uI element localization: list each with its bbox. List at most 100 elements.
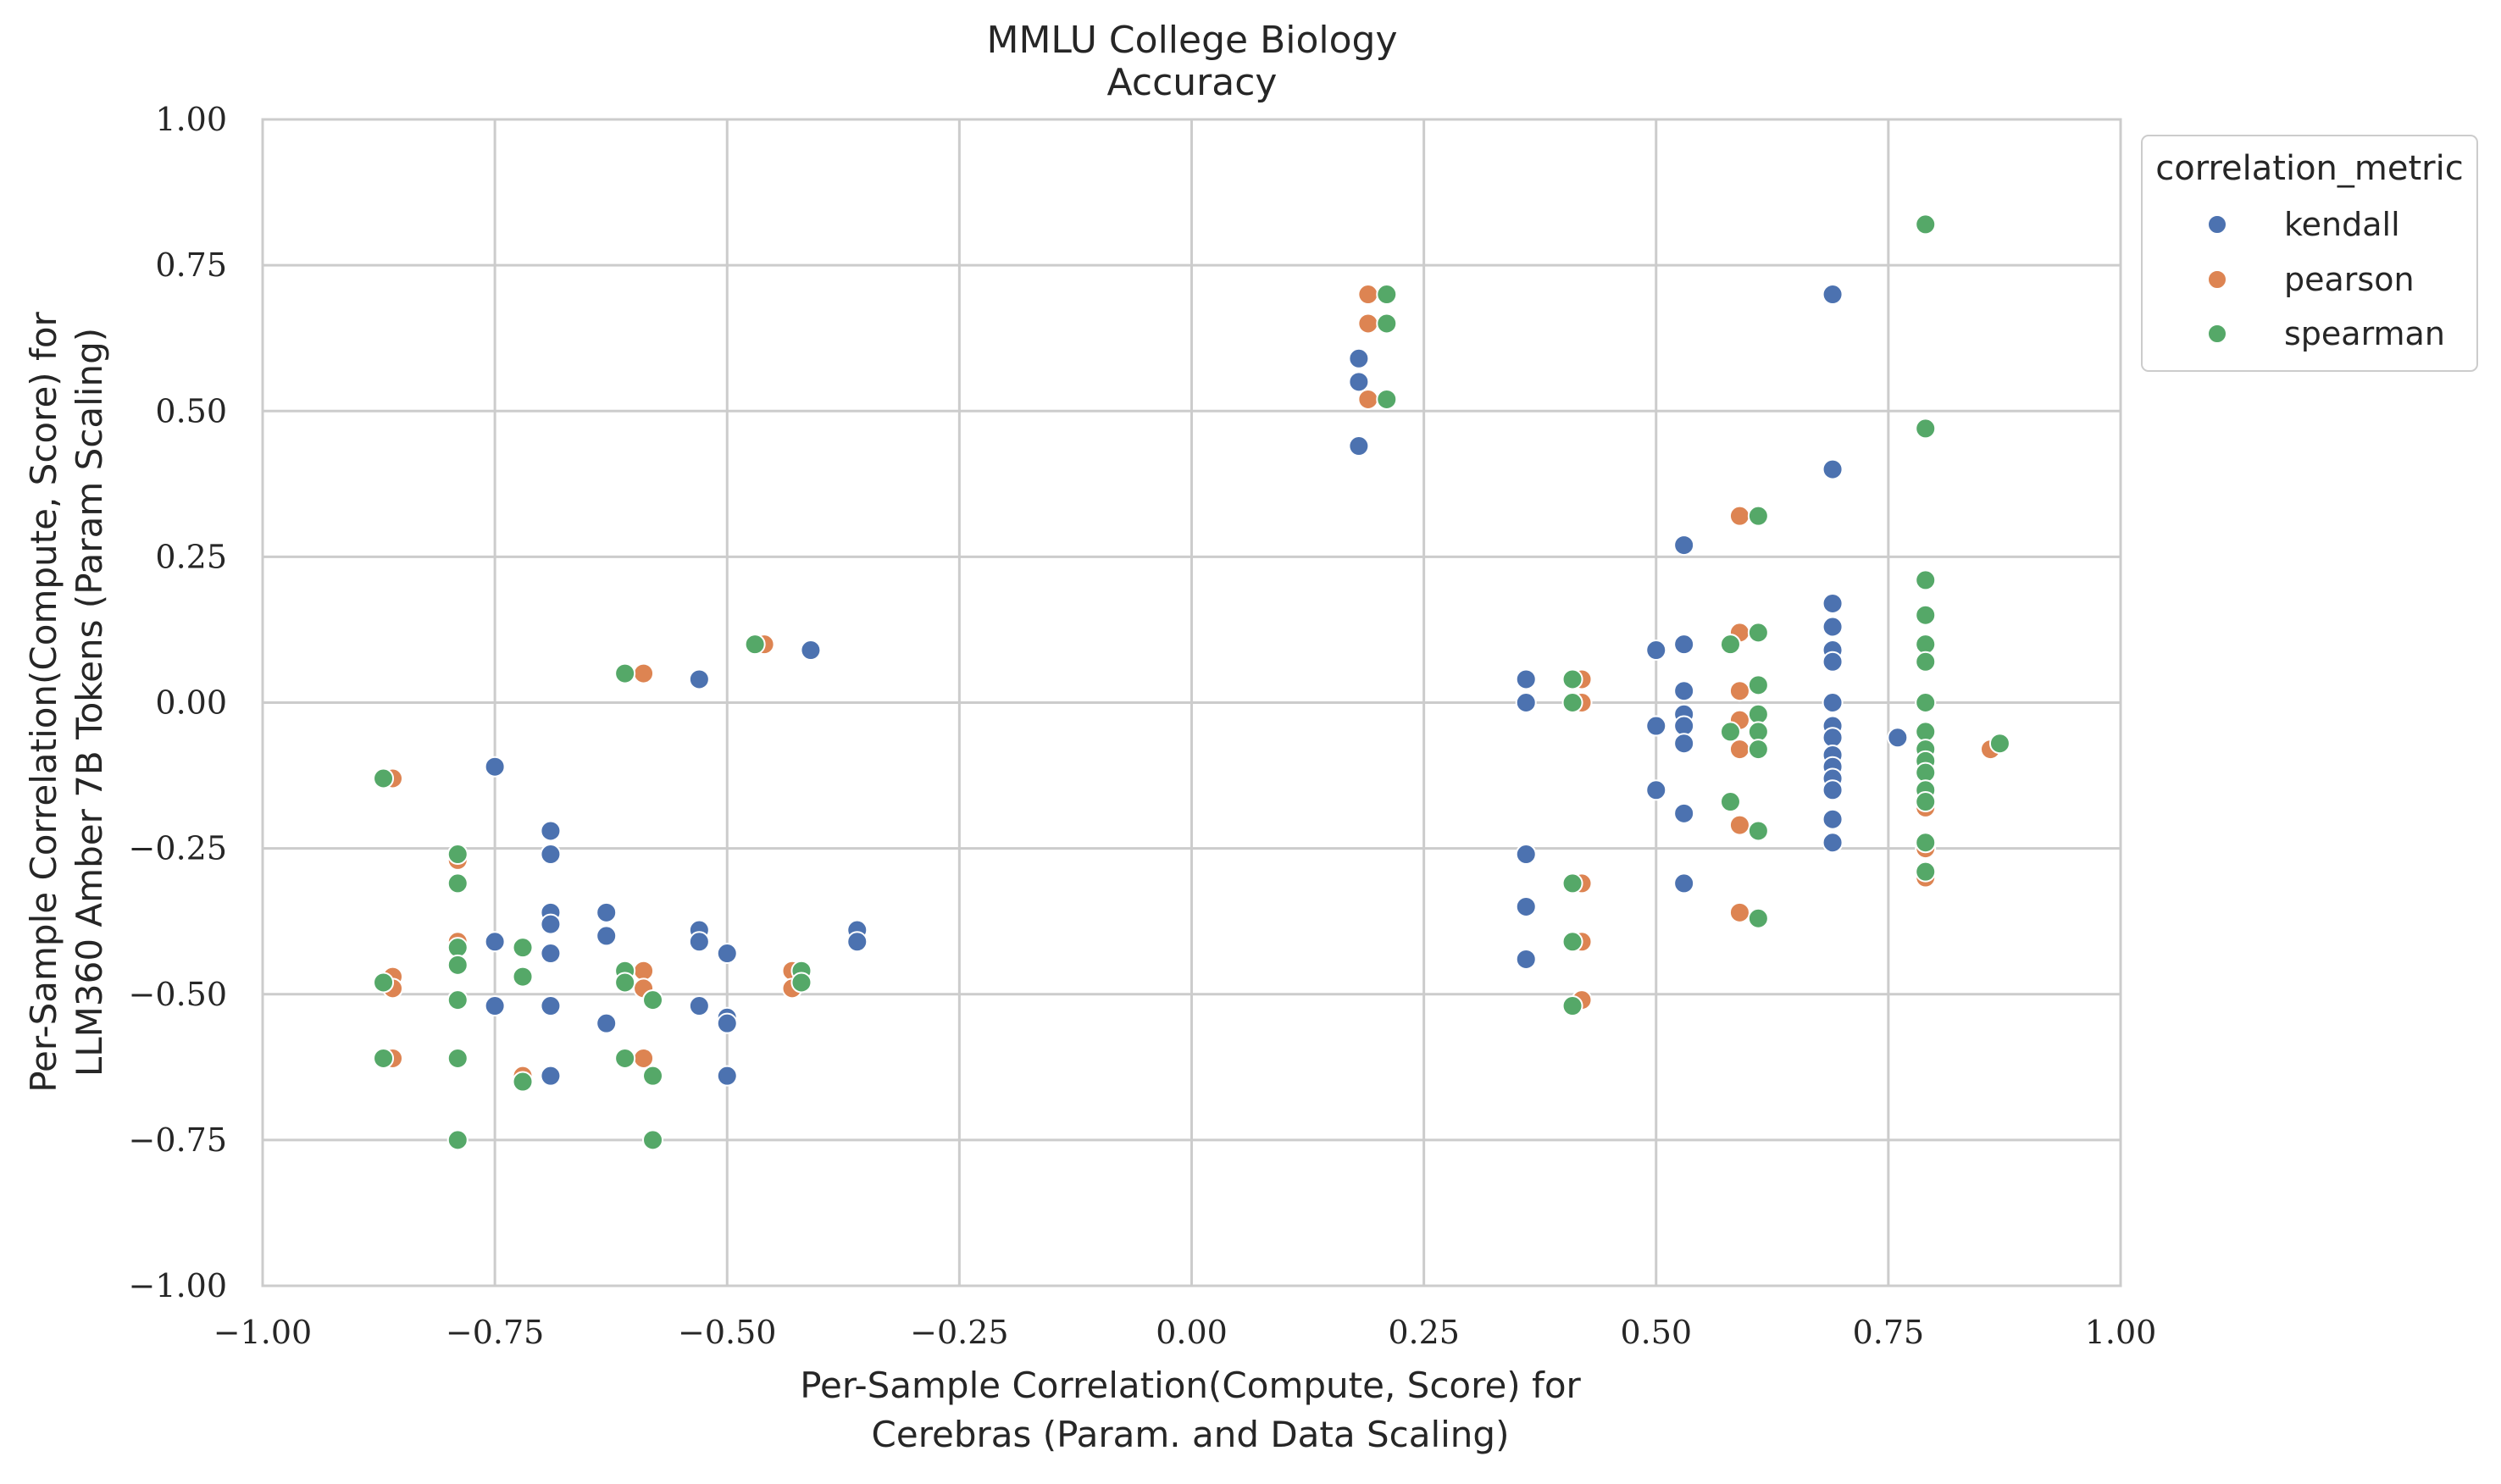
pearson-point <box>633 1047 655 1069</box>
kendall-point <box>1673 534 1695 556</box>
spearman-point <box>1719 791 1741 813</box>
legend-label-pearson: pearson <box>2284 261 2415 298</box>
kendall-point <box>596 901 618 923</box>
spearman-point <box>373 972 395 994</box>
spearman-point <box>642 989 664 1011</box>
pearson-point <box>1728 680 1750 702</box>
spearman-point <box>446 844 469 866</box>
spearman-point <box>642 1065 664 1087</box>
spearman-point <box>1747 739 1769 761</box>
y-tick-label: 0.75 <box>155 246 227 284</box>
spearman-point <box>614 1047 636 1069</box>
pearson-point <box>633 960 655 982</box>
spearman-point <box>1376 313 1398 335</box>
kendall-point <box>1645 715 1667 737</box>
kendall-point <box>1348 371 1370 393</box>
kendall-point <box>1645 640 1667 662</box>
kendall-point <box>484 995 506 1017</box>
spearman-point <box>1747 674 1769 696</box>
x-tick-label: −1.00 <box>214 1314 312 1351</box>
spearman-point <box>446 872 469 894</box>
spearman-point <box>1747 907 1769 929</box>
series-spearman <box>373 213 2010 1151</box>
kendall-point <box>1673 802 1695 824</box>
spearman-point <box>446 1047 469 1069</box>
spearman-point <box>1561 668 1583 690</box>
y-tick-label: −0.50 <box>129 976 227 1013</box>
x-axis-label-line-1: Per-Sample Correlation(Compute, Score) f… <box>800 1365 1581 1406</box>
kendall-point <box>1673 680 1695 702</box>
legend-label-kendall: kendall <box>2284 206 2400 243</box>
spearman-point <box>614 972 636 994</box>
kendall-point <box>1515 668 1537 690</box>
x-tick-label: 0.75 <box>1853 1314 1925 1351</box>
spearman-point <box>1747 703 1769 725</box>
kendall-point <box>1822 832 1844 854</box>
pearson-point <box>1357 284 1379 306</box>
kendall-point <box>1822 458 1844 480</box>
spearman-point <box>1719 721 1741 743</box>
y-tick-label: 0.25 <box>155 538 227 575</box>
spearman-point <box>1915 569 1937 591</box>
spearman-point <box>1915 692 1937 713</box>
kendall-point <box>1673 634 1695 656</box>
x-tick-label: 0.50 <box>1620 1314 1692 1351</box>
y-axis-label-line-1: Per-Sample Correlation(Compute, Score) f… <box>23 311 64 1092</box>
spearman-point <box>1561 872 1583 894</box>
y-tick-label: −0.75 <box>129 1121 227 1159</box>
kendall-point <box>540 844 562 866</box>
kendall-point <box>800 640 822 662</box>
kendall-point <box>1348 435 1370 457</box>
legend: correlation_metric kendall pearson spear… <box>2141 135 2478 372</box>
kendall-point <box>1822 808 1844 830</box>
kendall-point <box>1515 844 1537 866</box>
spearman-point <box>512 966 534 988</box>
kendall-point <box>596 1012 618 1034</box>
legend-marker-spearman <box>2207 324 2227 344</box>
y-tick-label: 1.00 <box>155 101 227 138</box>
x-tick-label: 0.25 <box>1388 1314 1460 1351</box>
spearman-point <box>1719 634 1741 656</box>
kendall-point <box>540 995 562 1017</box>
chart-title-line-1: MMLU College Biology <box>986 19 1397 62</box>
y-tick-label: 0.50 <box>155 392 227 429</box>
x-tick-label: 0.00 <box>1156 1314 1228 1351</box>
x-tick-label: −0.75 <box>446 1314 544 1351</box>
legend-marker-kendall <box>2207 214 2227 235</box>
spearman-point <box>1915 651 1937 673</box>
spearman-point <box>373 1047 395 1069</box>
spearman-point <box>446 937 469 959</box>
pearson-point <box>1357 313 1379 335</box>
x-tick-labels: −1.00 −0.75 −0.50 −0.25 0.00 0.25 0.50 0.75 1.00 <box>214 1314 2157 1351</box>
y-tick-label: 0.00 <box>155 684 227 722</box>
kendall-point <box>1822 692 1844 713</box>
spearman-point <box>1915 634 1937 656</box>
spearman-point <box>614 662 636 684</box>
series-kendall <box>484 284 1909 1087</box>
legend-marker-pearson <box>2207 269 2227 290</box>
x-tick-label: −0.25 <box>910 1314 1008 1351</box>
chart-title-line-2: Accuracy <box>1107 61 1278 104</box>
kendall-point <box>688 668 710 690</box>
spearman-point <box>1915 604 1937 626</box>
kendall-point <box>1348 347 1370 369</box>
pearson-point <box>633 662 655 684</box>
kendall-point <box>688 931 710 953</box>
kendall-point <box>688 995 710 1017</box>
kendall-point <box>1673 715 1695 737</box>
kendall-point <box>716 1012 738 1034</box>
spearman-point <box>512 937 534 959</box>
kendall-point <box>1822 616 1844 638</box>
pearson-point <box>1357 388 1379 410</box>
spearman-point <box>1376 388 1398 410</box>
legend-title: correlation_metric <box>2155 149 2463 188</box>
x-axis-label-line-2: Cerebras (Param. and Data Scaling) <box>872 1414 1510 1455</box>
kendall-point <box>1822 779 1844 801</box>
y-tick-label: −0.25 <box>129 830 227 867</box>
spearman-point <box>446 954 469 976</box>
data-points <box>373 213 2010 1151</box>
kendall-point <box>1515 948 1537 970</box>
spearman-point <box>1747 505 1769 527</box>
pearson-point <box>1728 814 1750 836</box>
